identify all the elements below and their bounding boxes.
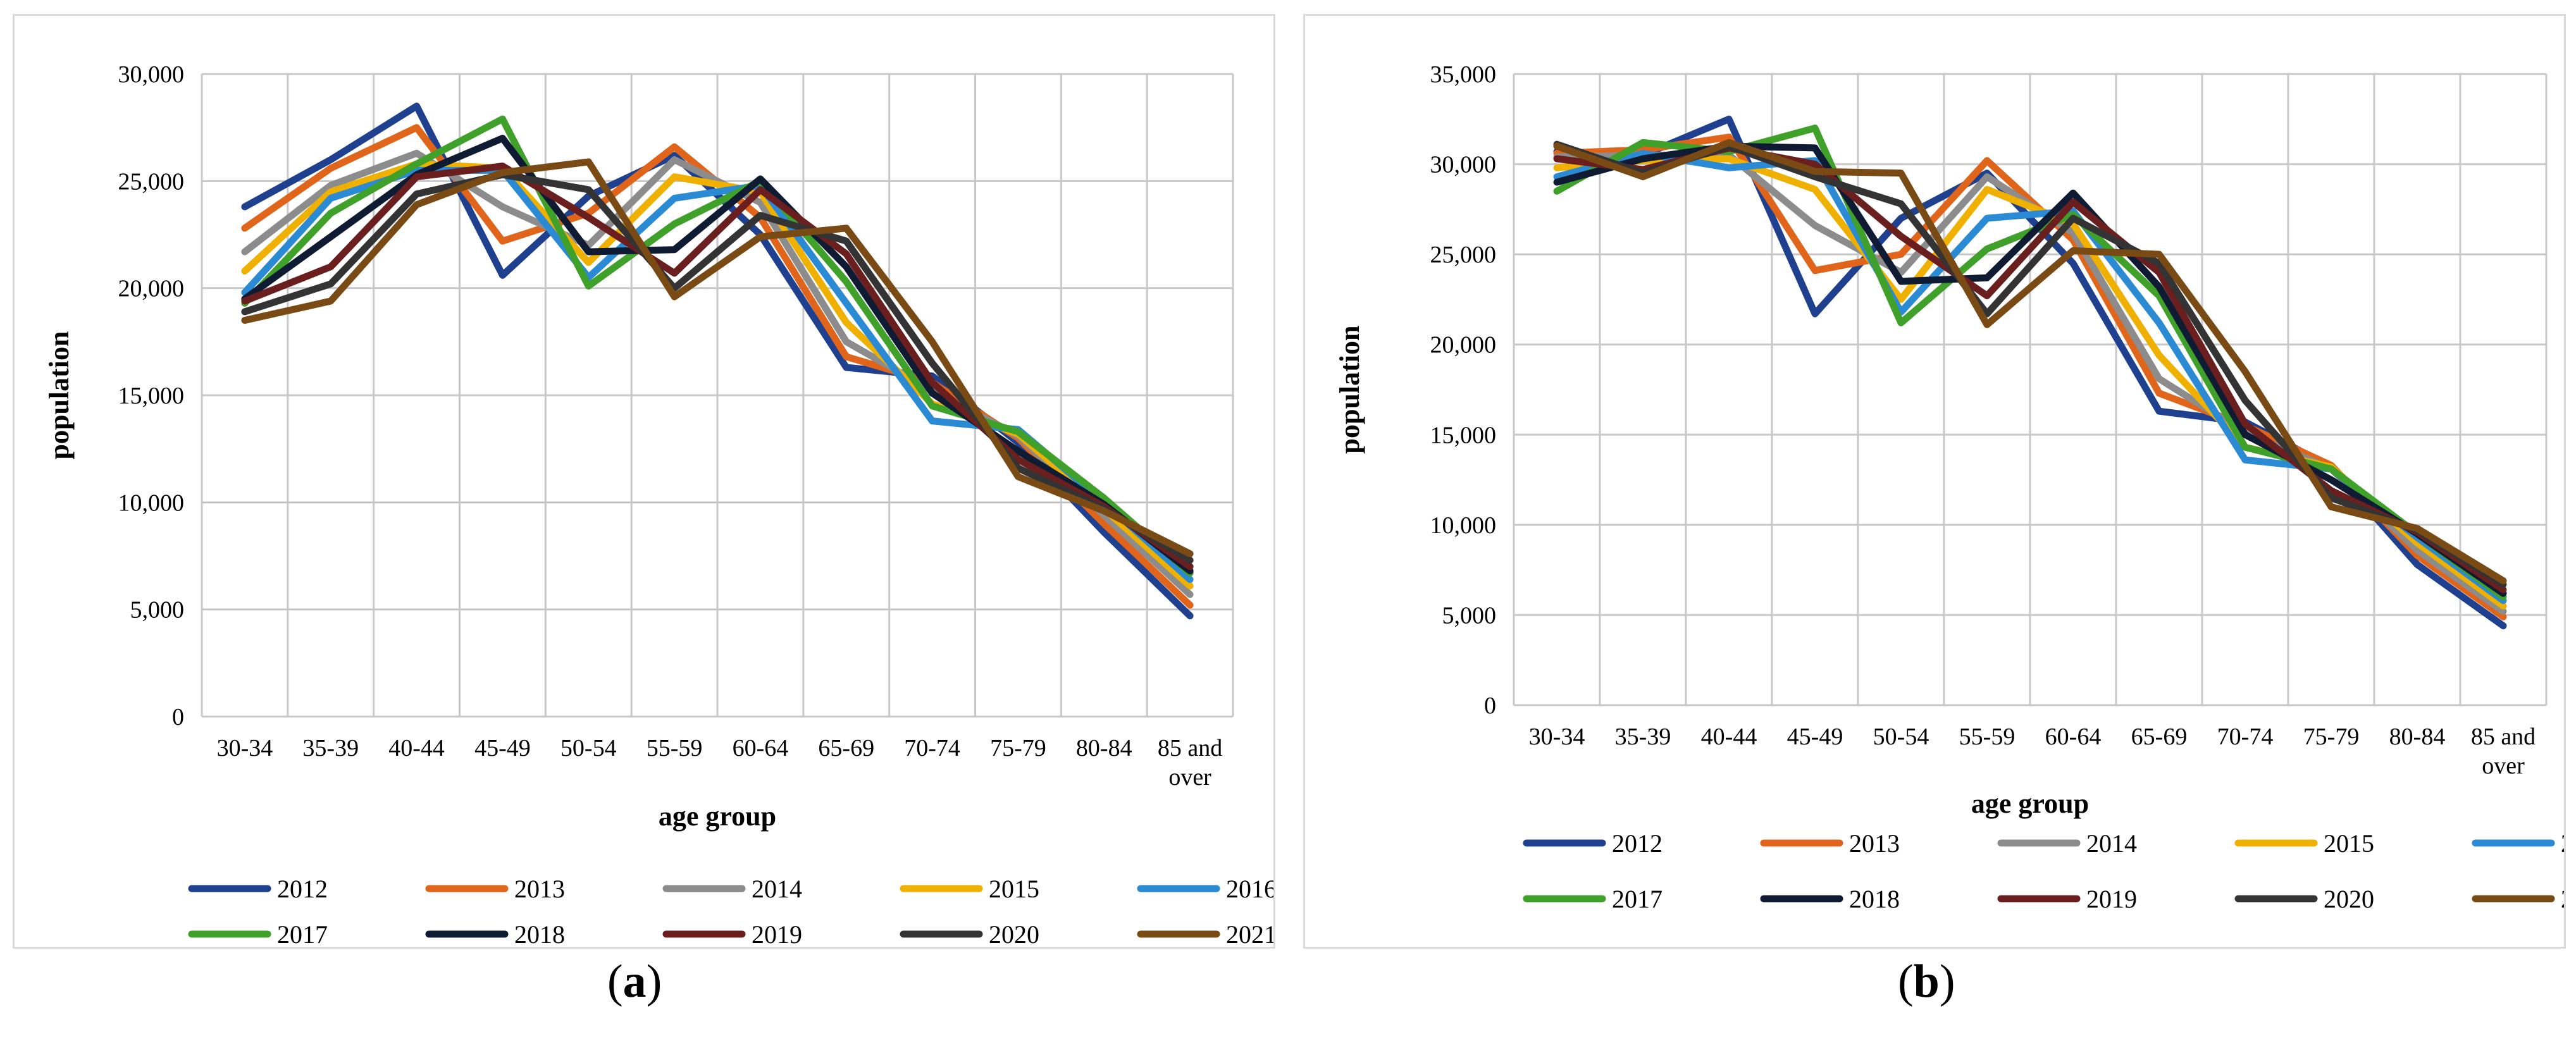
x-tick-label: 50-54 xyxy=(1873,724,1929,750)
legend-label: 2012 xyxy=(1612,829,1663,858)
y-tick-label: 5,000 xyxy=(1442,602,1497,629)
legend-label: 2014 xyxy=(2086,829,2137,858)
legend-label: 2018 xyxy=(514,920,565,947)
legend-label: 2018 xyxy=(1849,885,1900,913)
y-axis-title: population xyxy=(1334,326,1365,454)
x-tick-label: 30-34 xyxy=(217,735,273,761)
legend-label: 2020 xyxy=(2324,885,2374,913)
x-tick-label: 45-49 xyxy=(1787,724,1843,750)
y-tick-label: 15,000 xyxy=(1430,422,1497,448)
x-tick-label: 85 and over xyxy=(1158,735,1222,791)
y-tick-label: 20,000 xyxy=(118,276,185,302)
legend-label: 2015 xyxy=(2324,829,2374,858)
x-tick-label: 60-64 xyxy=(733,735,789,761)
legend-label: 2020 xyxy=(989,920,1039,947)
legend-label: 2019 xyxy=(2086,885,2137,913)
caption-b: (b) xyxy=(1898,956,1955,1007)
series-line-2018 xyxy=(241,135,1194,575)
legend-label: 2017 xyxy=(1612,885,1663,913)
x-tick-label: 40-44 xyxy=(388,735,445,761)
y-tick-label: 15,000 xyxy=(118,383,185,409)
y-tick-label: 30,000 xyxy=(118,61,185,88)
x-tick-label: 75-79 xyxy=(990,735,1046,761)
legend-label: 2013 xyxy=(514,875,565,903)
x-tick-label: 45-49 xyxy=(474,735,531,761)
x-axis-title: age group xyxy=(659,801,776,832)
y-tick-label: 5,000 xyxy=(130,597,185,624)
x-tick-label: 35-39 xyxy=(1615,724,1671,750)
x-tick-label: 40-44 xyxy=(1701,724,1757,750)
legend-label: 2016 xyxy=(1226,875,1273,903)
x-tick-label: 80-84 xyxy=(2389,724,2446,750)
series-line-2021 xyxy=(1553,139,2507,584)
x-tick-label: 65-69 xyxy=(818,735,874,761)
chart-panel-b: 0 5,000 10,000 15,000 20,000 25,000 30,000 35,0… xyxy=(1303,14,2566,949)
legend-label: 2016 xyxy=(2561,829,2564,858)
y-tick-label: 35,000 xyxy=(1430,61,1497,88)
legend-label: 2017 xyxy=(277,920,328,947)
y-tick-label: 0 xyxy=(1484,693,1496,719)
x-tick-label: 55-59 xyxy=(1959,724,2016,750)
x-tick-label: 60-64 xyxy=(2045,724,2102,750)
x-tick-label: 50-54 xyxy=(560,735,617,761)
y-tick-label: 20,000 xyxy=(1430,332,1497,359)
y-tick-label: 30,000 xyxy=(1430,152,1497,178)
x-tick-label: 65-69 xyxy=(2131,724,2188,750)
x-axis-title: age group xyxy=(1971,788,2089,819)
line-chart-a: 0 5,000 10,000 15,000 20,000 25,000 30,000 30-3… xyxy=(44,61,1273,947)
x-tick-label: 70-74 xyxy=(904,735,960,761)
legend-label: 2021 xyxy=(1226,920,1273,947)
series-line-2017 xyxy=(241,115,1194,577)
x-tick-label: 35-39 xyxy=(302,735,359,761)
legend-label: 2015 xyxy=(989,875,1039,903)
x-tick-label: 70-74 xyxy=(2217,724,2274,750)
caption-a: (a) xyxy=(607,956,662,1007)
legend-label: 2019 xyxy=(752,920,802,947)
y-tick-label: 25,000 xyxy=(1430,242,1497,268)
x-tick-label: 85 and over xyxy=(2471,724,2536,779)
series-line-2019 xyxy=(241,163,1194,570)
legend-label: 2013 xyxy=(1849,829,1900,858)
chart-panel-a: 0 5,000 10,000 15,000 20,000 25,000 30,000 30-3… xyxy=(13,14,1275,949)
x-tick-label: 30-34 xyxy=(1529,724,1585,750)
x-tick-label: 80-84 xyxy=(1076,735,1132,761)
y-tick-label: 10,000 xyxy=(118,490,185,516)
legend-label: 2012 xyxy=(277,875,328,903)
legend-label: 2014 xyxy=(752,875,802,903)
x-tick-label: 55-59 xyxy=(647,735,703,761)
series-line-2020 xyxy=(241,171,1194,564)
series-line-2021 xyxy=(241,158,1194,558)
y-tick-label: 25,000 xyxy=(118,168,185,195)
y-tick-label: 10,000 xyxy=(1430,512,1497,539)
x-tick-label: 75-79 xyxy=(2303,724,2360,750)
line-chart-b: 0 5,000 10,000 15,000 20,000 25,000 30,000 35,0… xyxy=(1334,61,2564,913)
y-axis-title: population xyxy=(44,331,75,460)
y-tick-label: 0 xyxy=(172,704,184,730)
legend-label: 2021 xyxy=(2561,885,2564,913)
